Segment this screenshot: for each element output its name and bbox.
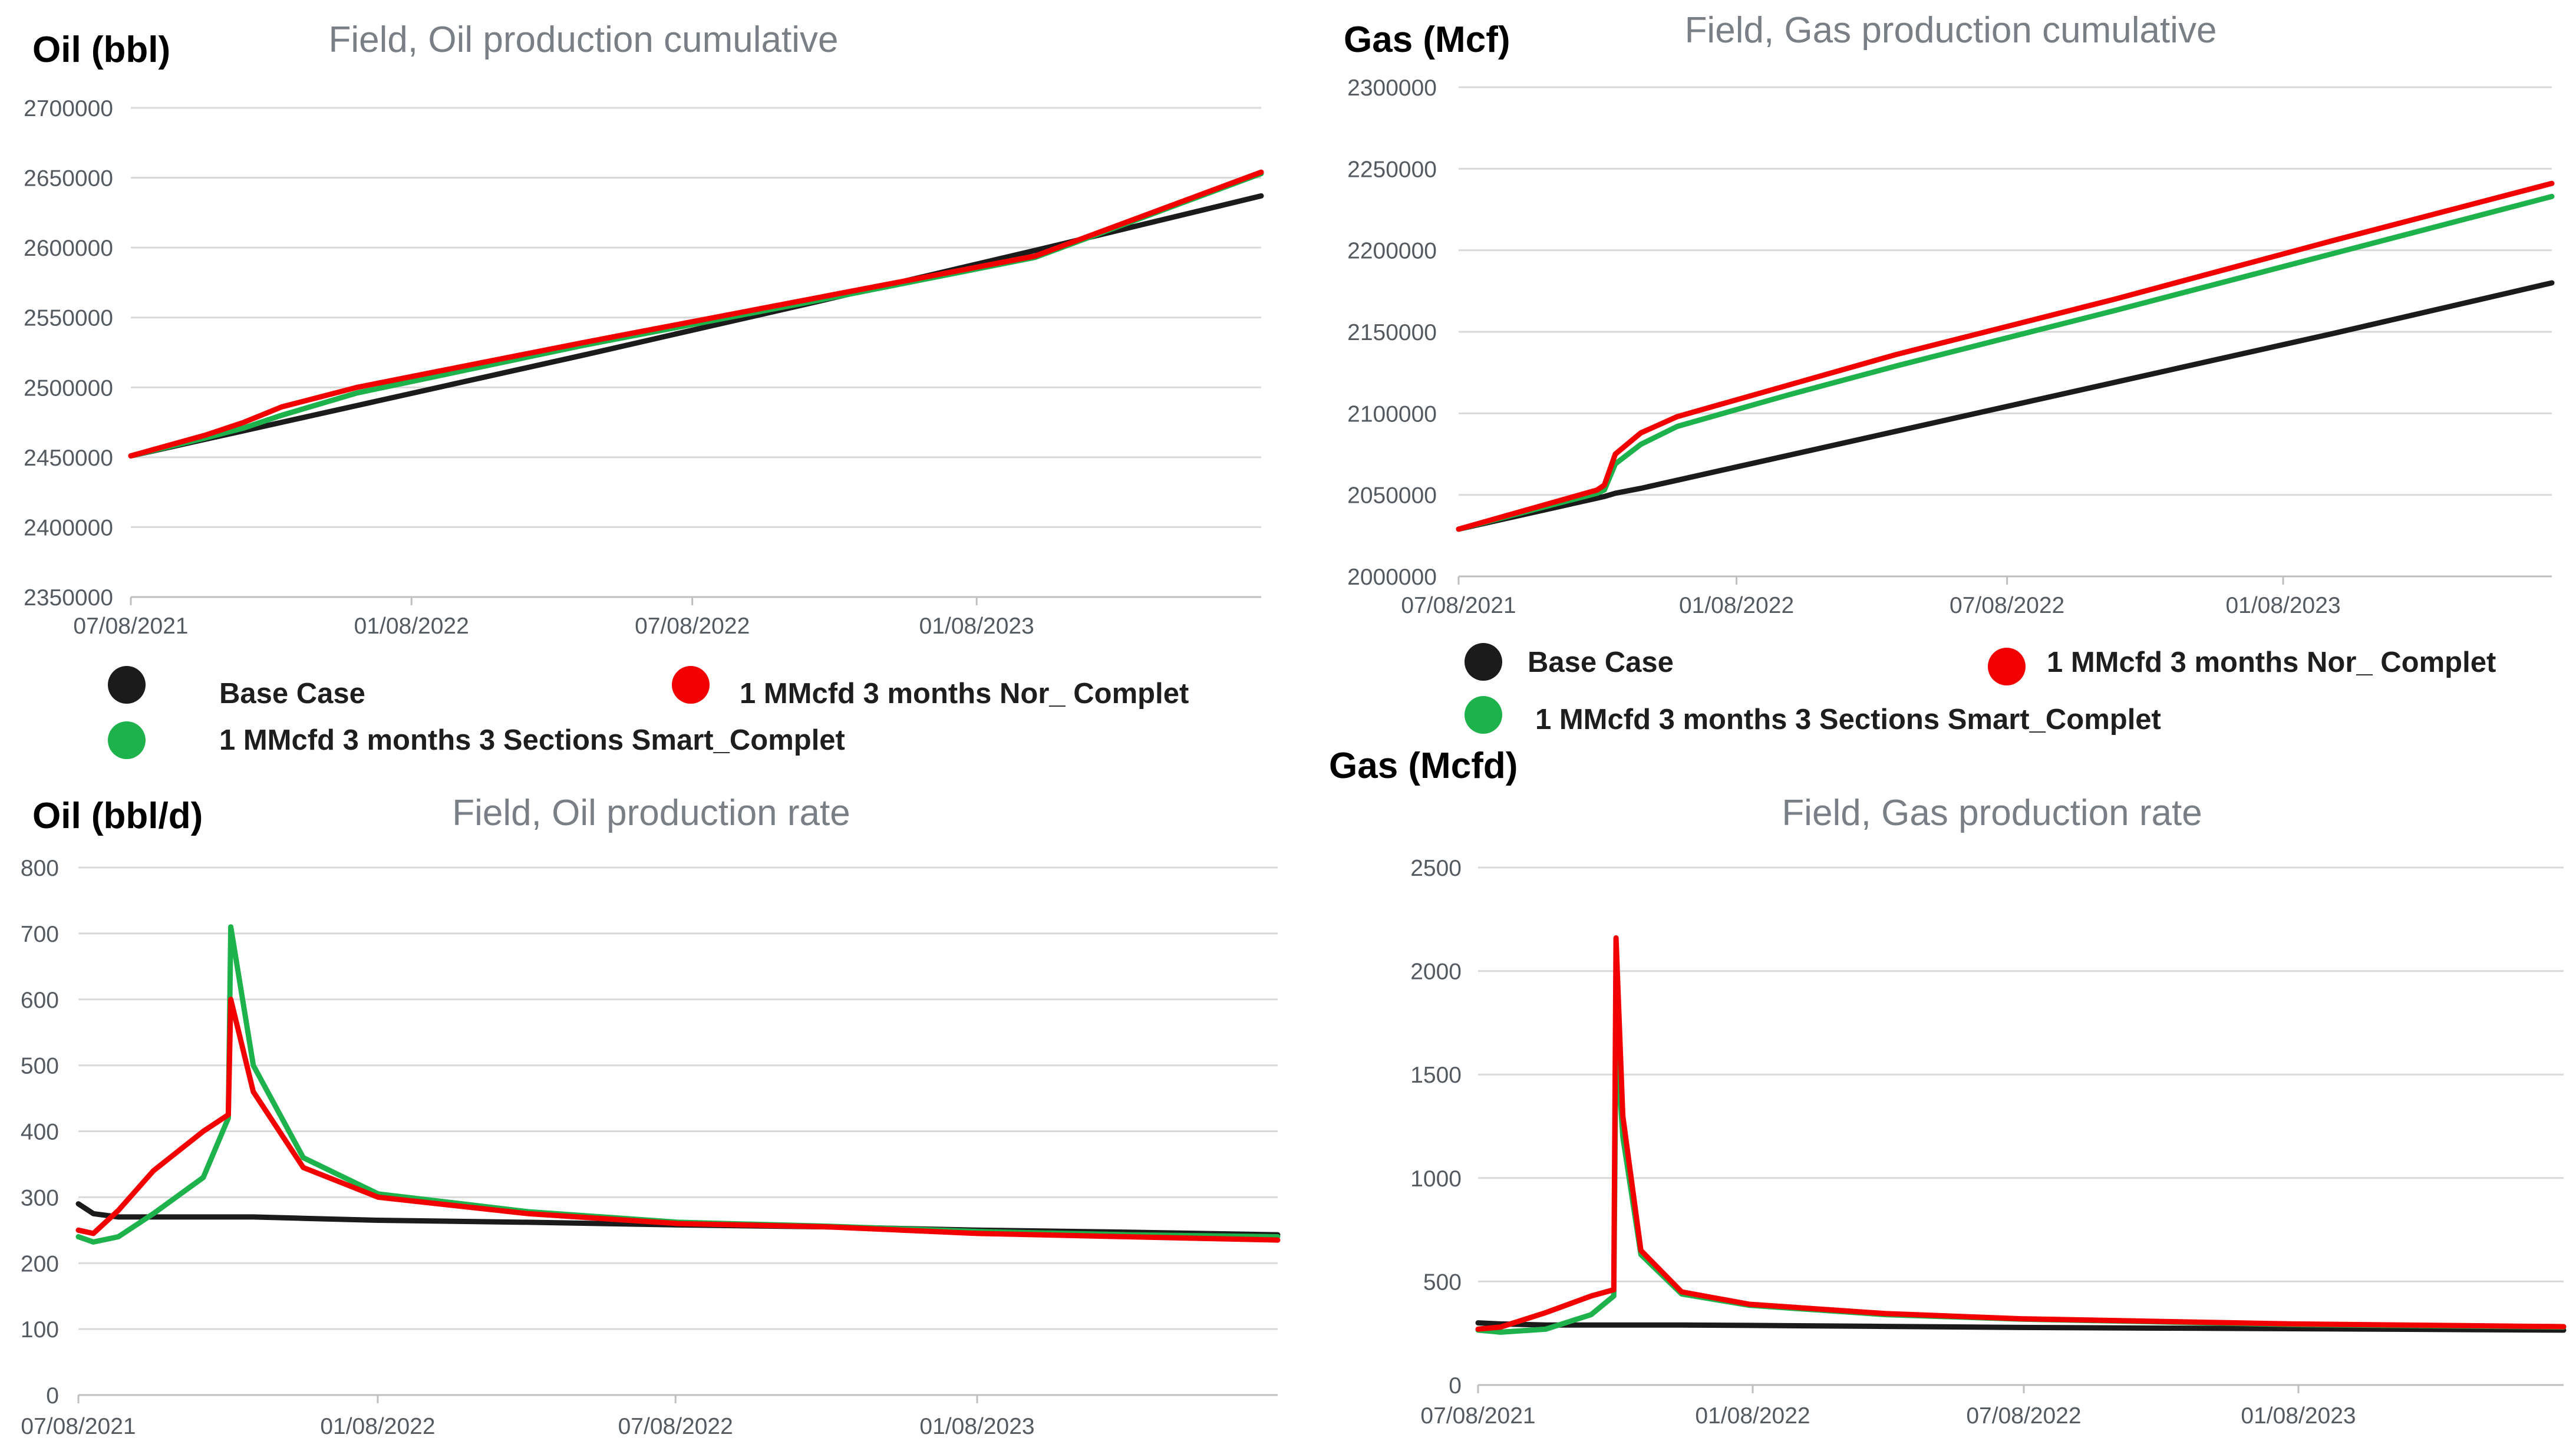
legend-right-marker-base bbox=[1465, 643, 1502, 681]
gas-rate-title: Field, Gas production rate bbox=[1782, 793, 2202, 833]
gas-rate-unit-label: Gas (Mcfd) bbox=[1329, 746, 1518, 786]
gas-cum-y-tick-label: 2300000 bbox=[1347, 75, 1437, 101]
oil-rate-y-tick-label: 800 bbox=[21, 856, 59, 881]
legend-left-label-nor: 1 MMcfd 3 months Nor_ Complet bbox=[740, 678, 1189, 710]
gas-cum-y-tick-label: 2100000 bbox=[1347, 401, 1437, 427]
legend-right-marker-nor bbox=[1988, 648, 2026, 685]
gas-rate-x-tick-label: 07/08/2021 bbox=[1420, 1403, 1535, 1429]
oil-rate-x-tick-label: 01/08/2022 bbox=[320, 1414, 435, 1439]
legend-left: Base Case 1 MMcfd 3 months Nor_ Complet … bbox=[108, 666, 1189, 759]
legend-left-marker-nor bbox=[672, 666, 710, 704]
gas-rate-y-tick-label: 1000 bbox=[1410, 1166, 1462, 1192]
oil-cum-unit-label: Oil (bbl) bbox=[32, 29, 170, 70]
gas-cum-y-tick-label: 2050000 bbox=[1347, 483, 1437, 509]
legend-right-label-base: Base Case bbox=[1528, 647, 1674, 678]
legend-left-label-smart: 1 MMcfd 3 months 3 Sections Smart_Comple… bbox=[219, 724, 845, 756]
gas-rate-y-tick-label: 1500 bbox=[1410, 1063, 1462, 1088]
oil-rate-y-tick-label: 300 bbox=[21, 1185, 59, 1211]
oil-cum-title: Field, Oil production cumulative bbox=[329, 19, 839, 60]
oil-cum-y-tick-label: 2450000 bbox=[24, 446, 113, 471]
legend-right-marker-smart bbox=[1465, 696, 1502, 734]
oil-rate-series-smart bbox=[75, 924, 1281, 1245]
legend-right-label-nor: 1 MMcfd 3 months Nor_ Complet bbox=[2047, 647, 2496, 678]
oil-rate-series-nor bbox=[75, 997, 1281, 1243]
gas-rate-series-smart bbox=[1475, 1030, 2567, 1335]
gas-cum-series-base bbox=[1456, 280, 2555, 532]
gas-rate-series-nor bbox=[1475, 935, 2567, 1332]
gas-cum-series-smart bbox=[1456, 193, 2555, 532]
oil-rate-y-tick-label: 600 bbox=[21, 988, 59, 1013]
oil-cum-series-nor bbox=[128, 169, 1264, 459]
chart-oil-cumulative: Oil (bbl) Field, Oil production cumulati… bbox=[24, 19, 1264, 639]
oil-cum-y-tick-label: 2600000 bbox=[24, 236, 113, 261]
chart-oil-rate: Oil (bbl/d) Field, Oil production rate 0… bbox=[21, 793, 1281, 1439]
oil-cum-x-tick-label: 07/08/2022 bbox=[635, 614, 750, 639]
oil-rate-title: Field, Oil production rate bbox=[452, 793, 850, 833]
oil-cum-series-smart bbox=[128, 171, 1264, 459]
legend-left-marker-smart bbox=[108, 721, 146, 759]
legend-right-label-smart: 1 MMcfd 3 months 3 Sections Smart_Comple… bbox=[1535, 704, 2161, 736]
gas-cum-unit-label: Gas (Mcf) bbox=[1344, 19, 1510, 60]
gas-rate-y-tick-label: 2000 bbox=[1410, 959, 1462, 985]
oil-rate-y-tick-label: 400 bbox=[21, 1120, 59, 1145]
gas-cum-y-tick-label: 2200000 bbox=[1347, 239, 1437, 264]
gas-rate-y-tick-label: 0 bbox=[1449, 1373, 1462, 1399]
gas-cum-y-tick-label: 2250000 bbox=[1347, 157, 1437, 182]
gas-cum-x-tick-label: 01/08/2023 bbox=[2225, 593, 2340, 618]
oil-cum-y-tick-label: 2550000 bbox=[24, 306, 113, 331]
gas-rate-x-tick-label: 01/08/2022 bbox=[1695, 1403, 1810, 1429]
legend-left-marker-base bbox=[108, 666, 146, 704]
oil-rate-y-tick-label: 700 bbox=[21, 922, 59, 947]
gas-rate-y-tick-label: 2500 bbox=[1410, 856, 1462, 881]
legend-left-label-base: Base Case bbox=[219, 678, 365, 710]
gas-cum-x-tick-label: 07/08/2022 bbox=[1950, 593, 2064, 618]
gas-rate-x-tick-label: 01/08/2023 bbox=[2241, 1403, 2356, 1429]
oil-cum-y-tick-label: 2500000 bbox=[24, 375, 113, 401]
gas-cum-x-tick-label: 01/08/2022 bbox=[1679, 593, 1794, 618]
oil-rate-series-base bbox=[75, 1201, 1281, 1238]
oil-rate-y-tick-label: 200 bbox=[21, 1251, 59, 1277]
gas-cum-series-nor bbox=[1456, 180, 2555, 532]
legend-right: Base Case 1 MMcfd 3 months Nor_ Complet … bbox=[1465, 643, 2496, 736]
oil-cum-x-tick-label: 07/08/2021 bbox=[73, 614, 188, 639]
oil-cum-y-tick-label: 2400000 bbox=[24, 515, 113, 540]
gas-cum-y-tick-label: 2150000 bbox=[1347, 320, 1437, 345]
oil-rate-y-tick-label: 100 bbox=[21, 1317, 59, 1343]
gas-rate-y-tick-label: 500 bbox=[1423, 1269, 1462, 1295]
oil-cum-y-tick-label: 2650000 bbox=[24, 166, 113, 192]
oil-cum-x-tick-label: 01/08/2023 bbox=[919, 614, 1034, 639]
oil-rate-unit-label: Oil (bbl/d) bbox=[32, 796, 203, 836]
gas-rate-x-tick-label: 07/08/2022 bbox=[1966, 1403, 2081, 1429]
gas-cum-y-tick-label: 2000000 bbox=[1347, 565, 1437, 590]
oil-rate-x-tick-label: 07/08/2022 bbox=[618, 1414, 733, 1439]
chart-gas-rate: Gas (Mcfd) Field, Gas production rate 0 5… bbox=[1329, 746, 2567, 1429]
chart-gas-cumulative: Gas (Mcf) Field, Gas production cumulati… bbox=[1344, 10, 2555, 618]
oil-rate-x-tick-label: 07/08/2021 bbox=[21, 1414, 136, 1439]
oil-cum-y-tick-label: 2700000 bbox=[24, 96, 113, 121]
gas-cum-title: Field, Gas production cumulative bbox=[1685, 10, 2217, 51]
oil-rate-y-tick-label: 500 bbox=[21, 1054, 59, 1079]
oil-cum-x-tick-label: 01/08/2022 bbox=[354, 614, 469, 639]
gas-cum-x-tick-label: 07/08/2021 bbox=[1401, 593, 1516, 618]
oil-rate-y-tick-label: 0 bbox=[46, 1383, 59, 1409]
oil-cum-y-tick-label: 2350000 bbox=[24, 585, 113, 611]
oil-rate-x-tick-label: 01/08/2023 bbox=[919, 1414, 1034, 1439]
